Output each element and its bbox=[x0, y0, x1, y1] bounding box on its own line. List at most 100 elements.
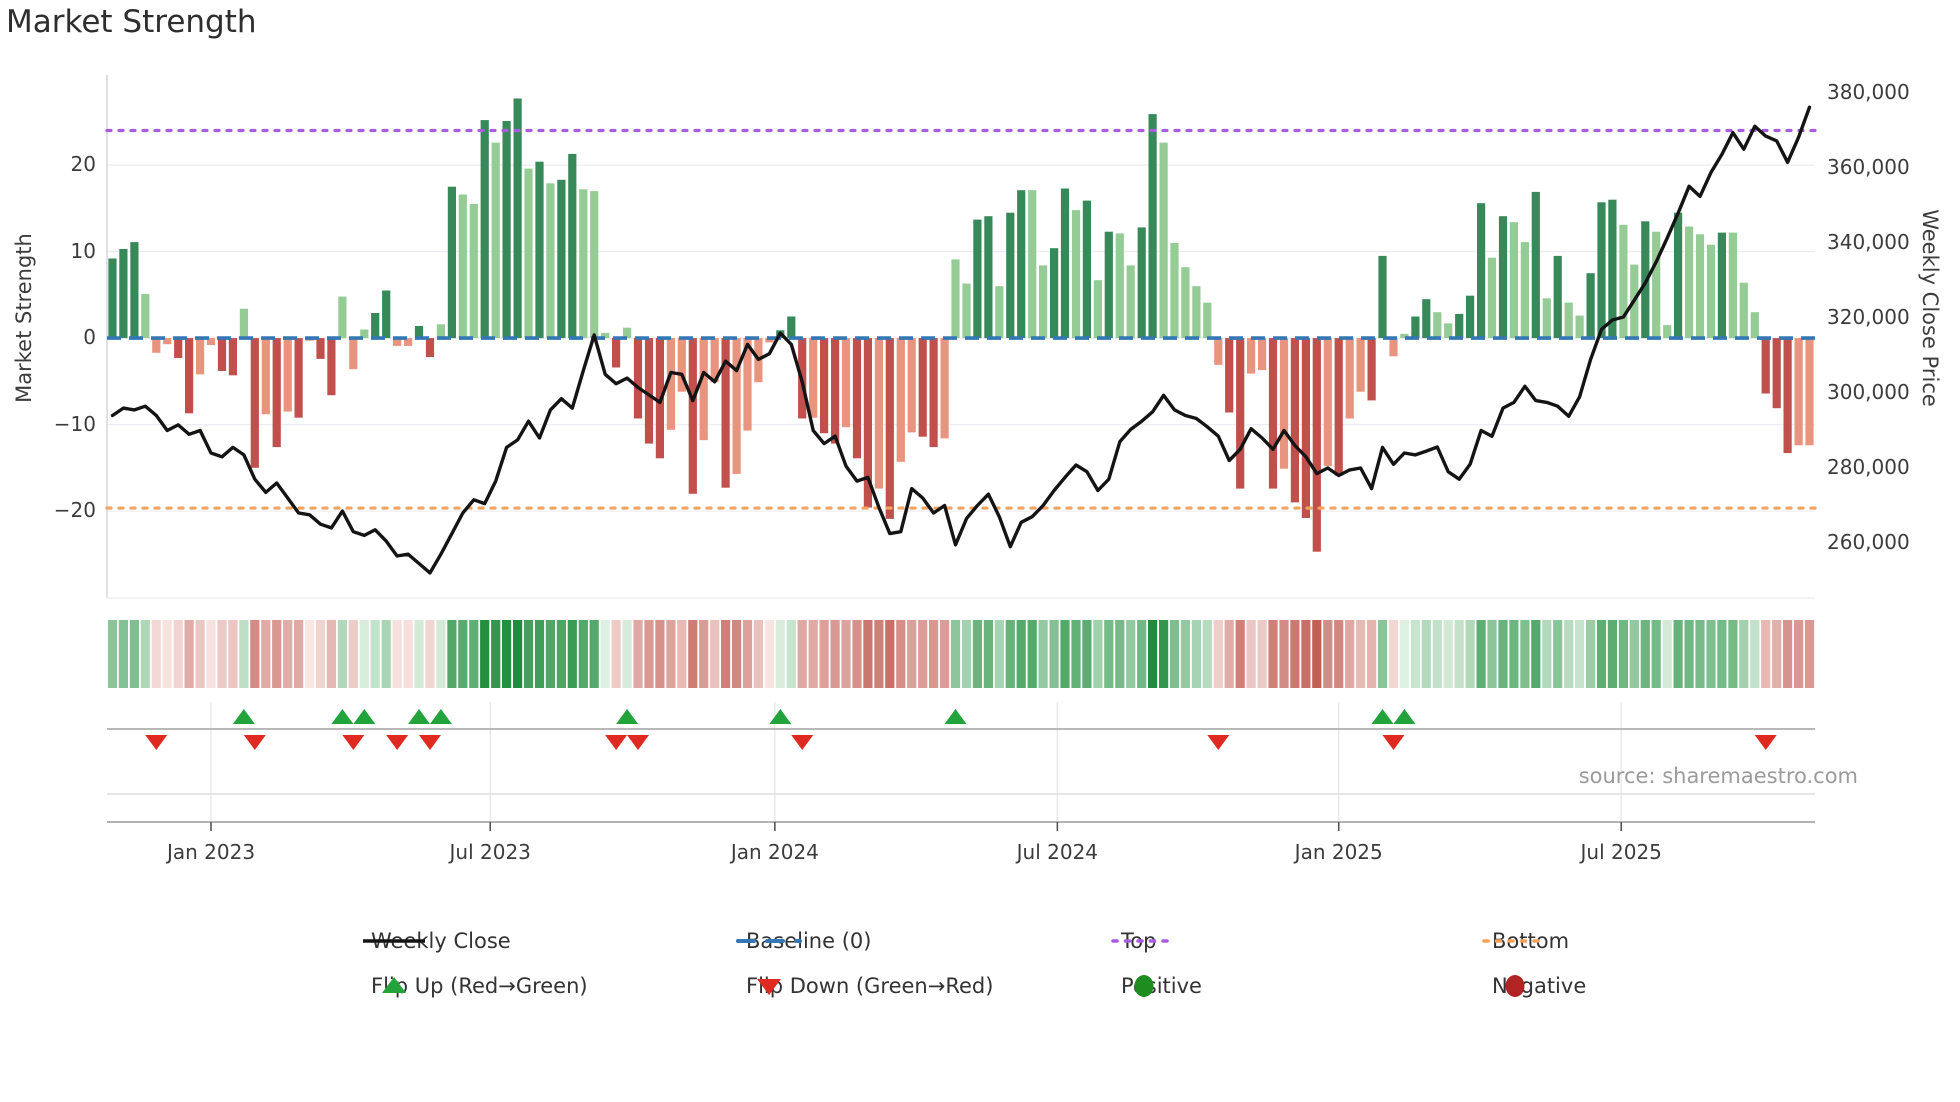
momentum-bar bbox=[557, 179, 566, 339]
heatmap-cell bbox=[1180, 620, 1190, 688]
momentum-bar bbox=[809, 338, 818, 418]
momentum-bar bbox=[1334, 338, 1343, 476]
momentum-bar bbox=[677, 338, 686, 392]
momentum-bar bbox=[1400, 333, 1409, 339]
momentum-bar bbox=[1520, 242, 1529, 339]
flip-up-markers bbox=[232, 709, 1416, 724]
momentum-bar bbox=[349, 338, 358, 370]
legend-item-top: Top bbox=[1111, 926, 1177, 956]
legend-item-negative: Negative bbox=[1482, 971, 1586, 1001]
x-tick-label: Jul 2024 bbox=[1016, 840, 1099, 864]
heatmap-cell bbox=[1159, 620, 1169, 688]
momentum-bar bbox=[185, 338, 194, 414]
heatmap-cell bbox=[294, 620, 304, 688]
momentum-bar bbox=[108, 258, 117, 339]
momentum-bar bbox=[918, 338, 927, 437]
momentum-bar bbox=[1192, 286, 1201, 339]
heatmap-cell bbox=[940, 620, 950, 688]
momentum-bar bbox=[1805, 338, 1814, 446]
flip-down-icon bbox=[1754, 735, 1777, 750]
flip-down-legend-icon bbox=[757, 979, 781, 995]
heatmap-cell bbox=[1334, 620, 1344, 688]
heatmap-cell bbox=[775, 620, 785, 688]
x-tick-label: Jan 2024 bbox=[730, 840, 819, 864]
momentum-bar bbox=[973, 219, 982, 339]
heatmap-cell bbox=[1706, 620, 1716, 688]
momentum-bar bbox=[885, 338, 894, 519]
legend-item-label: Bottom bbox=[1492, 929, 1570, 953]
momentum-bar bbox=[1028, 190, 1037, 339]
heatmap-cell bbox=[1290, 620, 1300, 688]
positive-dot-icon bbox=[1134, 975, 1154, 997]
momentum-bar bbox=[469, 204, 478, 339]
momentum-bar bbox=[272, 338, 281, 448]
heatmap-cell bbox=[1399, 620, 1409, 688]
heatmap-cell bbox=[1279, 620, 1289, 688]
heatmap-cell bbox=[523, 620, 534, 688]
legend-item-weekly-close: Weekly Close bbox=[361, 926, 511, 956]
momentum-bar bbox=[743, 338, 752, 431]
momentum-bar bbox=[1794, 338, 1803, 446]
momentum-bar bbox=[1181, 267, 1190, 339]
momentum-bar bbox=[1050, 248, 1059, 339]
flip-down-icon bbox=[342, 735, 365, 750]
heatmap-cell bbox=[1257, 620, 1267, 688]
momentum-bar bbox=[831, 338, 840, 444]
heatmap-cell bbox=[469, 620, 479, 688]
heatmap-cell bbox=[272, 620, 282, 688]
momentum-bar bbox=[1093, 280, 1102, 339]
momentum-bar bbox=[907, 338, 916, 433]
legend-glyph bbox=[757, 979, 781, 995]
heatmap-cell bbox=[1027, 620, 1037, 688]
heatmap-cell bbox=[1224, 620, 1234, 688]
baseline-swatch-icon bbox=[736, 939, 802, 943]
momentum-bar bbox=[787, 316, 796, 339]
momentum-bar bbox=[1214, 338, 1223, 365]
momentum-bar bbox=[1060, 188, 1070, 339]
page-title: Market Strength bbox=[6, 4, 257, 40]
heatmap-cell bbox=[1060, 620, 1070, 688]
flip-down-markers bbox=[145, 735, 1777, 750]
flip-down-icon bbox=[1382, 735, 1405, 750]
heatmap-cell bbox=[480, 620, 490, 688]
heatmap-cell bbox=[206, 620, 216, 688]
legend-glyph bbox=[1134, 975, 1154, 997]
momentum-bar bbox=[1312, 338, 1321, 552]
momentum-bar bbox=[130, 242, 139, 339]
heatmap-cell bbox=[578, 620, 588, 688]
heatmap-cell bbox=[1377, 620, 1388, 688]
heatmap-cell bbox=[381, 620, 391, 688]
momentum-bar bbox=[425, 338, 435, 358]
right-tick-label: 260,000 bbox=[1827, 529, 1910, 554]
heatmap-cell bbox=[1662, 620, 1672, 688]
momentum-bar bbox=[1433, 312, 1442, 339]
heatmap-cell bbox=[929, 620, 939, 688]
heatmap-cell bbox=[1684, 620, 1694, 688]
heatmap-cell bbox=[534, 620, 545, 688]
heatmap-cell bbox=[556, 620, 566, 688]
momentum-bar bbox=[1586, 273, 1595, 339]
momentum-bar bbox=[393, 338, 402, 346]
momentum-bar bbox=[119, 249, 128, 339]
heatmap-cell bbox=[764, 620, 774, 688]
heatmap-cell bbox=[1246, 620, 1256, 688]
heatmap-cell bbox=[1586, 620, 1596, 688]
momentum-bar bbox=[688, 338, 697, 494]
heatmap-cell bbox=[458, 620, 468, 688]
momentum-bar bbox=[1444, 323, 1453, 339]
flip-up-icon bbox=[232, 709, 255, 724]
heatmap-cell bbox=[1038, 620, 1048, 688]
momentum-bar bbox=[1619, 224, 1628, 339]
heatmap-cell bbox=[1520, 620, 1530, 688]
momentum-bar bbox=[1750, 312, 1759, 339]
heatmap-cell bbox=[1268, 620, 1278, 688]
momentum-bar bbox=[1685, 226, 1694, 339]
heatmap-cell bbox=[983, 620, 993, 688]
momentum-bar bbox=[283, 338, 292, 412]
momentum-bar bbox=[820, 338, 829, 434]
heatmap-cell bbox=[1553, 620, 1563, 688]
legend-glyph bbox=[1505, 975, 1525, 997]
heatmap-cell bbox=[863, 620, 873, 688]
legend-item-label: Positive bbox=[1121, 974, 1202, 998]
heatmap-cell bbox=[1432, 620, 1442, 688]
